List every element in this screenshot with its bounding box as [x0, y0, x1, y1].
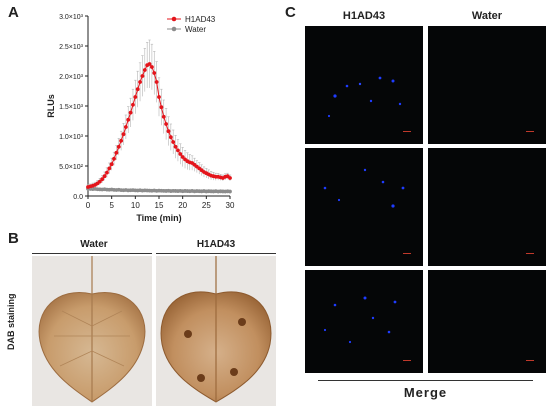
micrograph-r1-water: [428, 26, 546, 144]
leaf-h1ad43-svg: [160, 256, 272, 403]
data-point-h1ad43: [114, 150, 119, 155]
x-tick-label: 0: [86, 201, 91, 210]
data-point-h1ad43: [178, 152, 183, 156]
data-point-h1ad43: [173, 144, 178, 149]
data-point-h1ad43: [128, 110, 133, 115]
y-axis-label: RLUs: [46, 94, 56, 118]
y-tick-label: 2.5×10³: [59, 44, 84, 51]
panel-b-underline-water: [32, 253, 152, 254]
micrograph-r2-h1ad43-svg: [323, 168, 405, 208]
panel-b-label-h1ad43: H1AD43: [196, 239, 236, 250]
data-point-h1ad43: [147, 62, 152, 66]
leaf-image-h1ad43: [156, 256, 276, 406]
data-point-h1ad43: [119, 138, 124, 143]
data-point-h1ad43: [228, 176, 232, 180]
micrograph-r3-water: [428, 270, 546, 373]
data-point-h1ad43: [133, 95, 138, 99]
data-point-h1ad43: [142, 68, 147, 72]
panel-a-letter: A: [8, 4, 19, 21]
x-tick-label: 10: [131, 201, 140, 210]
data-point-h1ad43: [150, 65, 154, 69]
data-point-water: [228, 189, 232, 194]
data-point-h1ad43: [140, 74, 145, 78]
micrograph-r3-h1ad43-svg: [323, 296, 397, 344]
data-point-h1ad43: [102, 174, 107, 179]
data-point-h1ad43: [123, 125, 128, 129]
y-tick-label: 0.0: [73, 194, 83, 201]
dab-staining-label: DAB staining: [6, 293, 16, 350]
x-tick-label: 5: [109, 201, 114, 210]
data-point-h1ad43: [154, 80, 159, 84]
micrograph-r3-h1ad43: [305, 270, 423, 373]
data-point-h1ad43: [166, 129, 171, 134]
micrograph-r1-h1ad43: [305, 26, 423, 144]
data-point-h1ad43: [107, 166, 112, 171]
merge-underline: [318, 380, 533, 381]
scale-bar: [403, 253, 411, 254]
panel-c-header-h1ad43: H1AD43: [342, 10, 386, 22]
leaf-image-water: [32, 256, 152, 406]
panel-b-underline-h1ad43: [156, 253, 276, 254]
data-point-h1ad43: [152, 71, 157, 75]
data-point-h1ad43: [176, 148, 180, 153]
leaf-water-svg: [38, 256, 146, 403]
data-point-h1ad43: [138, 80, 142, 84]
y-tick-label: 5.0×10²: [59, 164, 84, 171]
data-point-h1ad43: [180, 155, 185, 159]
data-point-h1ad43: [157, 95, 161, 99]
scale-bar: [526, 360, 534, 361]
data-point-h1ad43: [171, 140, 176, 144]
data-point-h1ad43: [131, 102, 135, 107]
micrograph-r2-h1ad43: [305, 148, 423, 266]
scale-bar: [526, 131, 534, 132]
data-point-h1ad43: [109, 162, 114, 167]
data-point-h1ad43: [161, 114, 166, 119]
rlu-chart: 0.0 5.0×10² 1.0×10³ 1.5×10³ 2.0×10³ 2.5×10³ 3.…: [46, 14, 235, 223]
micrograph-r2-water: [428, 148, 546, 266]
data-point-h1ad43: [135, 87, 140, 92]
legend-label-water: Water: [185, 25, 206, 34]
data-point-h1ad43: [126, 117, 131, 122]
x-tick-label: 20: [178, 201, 187, 210]
data-point-h1ad43: [164, 122, 169, 126]
data-point-h1ad43: [116, 144, 121, 149]
merge-label: Merge: [403, 385, 448, 400]
data-point-h1ad43: [168, 135, 173, 140]
data-point-h1ad43: [100, 177, 105, 182]
legend-label-h1ad43: H1AD43: [185, 15, 216, 24]
data-point-h1ad43: [97, 179, 102, 184]
scale-bar: [403, 131, 411, 132]
legend-marker-water: [171, 26, 177, 32]
y-tick-label: 1.5×10³: [59, 104, 84, 111]
panel-c-header-water: Water: [471, 10, 503, 22]
micrograph-r1-h1ad43-svg: [327, 76, 402, 118]
x-tick-label: 30: [226, 201, 235, 210]
data-point-h1ad43: [112, 156, 116, 161]
data-point-h1ad43: [159, 105, 164, 110]
y-tick-label: 2.0×10³: [59, 74, 84, 81]
panel-b-label-water: Water: [80, 239, 108, 250]
data-point-h1ad43: [105, 170, 109, 175]
data-point-h1ad43: [121, 132, 126, 137]
y-tick-label: 3.0×10³: [59, 14, 84, 21]
scale-bar: [526, 253, 534, 254]
y-tick-label: 1.0×10³: [59, 134, 84, 141]
scale-bar: [403, 360, 411, 361]
x-tick-label: 25: [202, 201, 211, 210]
panel-c-letter: C: [285, 4, 296, 21]
x-tick-label: 15: [155, 201, 164, 210]
legend-marker-h1ad43: [171, 16, 177, 22]
panel-b-letter: B: [8, 230, 19, 247]
x-axis-label: Time (min): [136, 213, 181, 223]
